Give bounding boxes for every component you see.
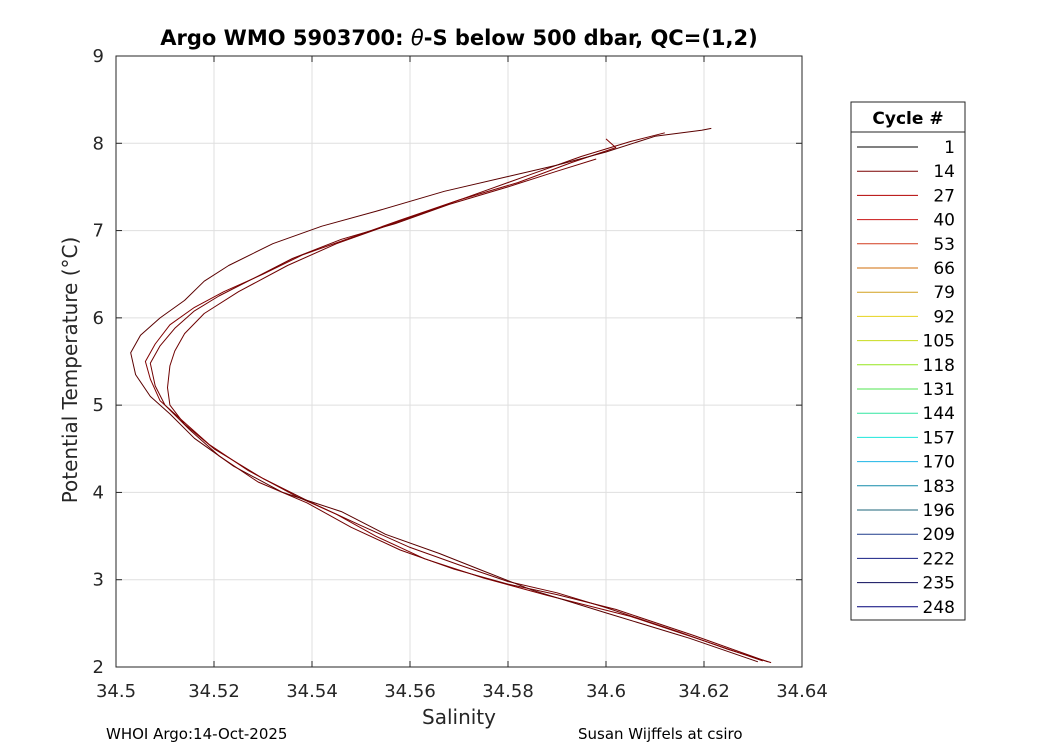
axis-ticks <box>115 55 803 668</box>
legend: Cycle # 1 14 27 40 53 66 79 92 105 118 131 144 157 17… <box>850 101 966 621</box>
legend-entry-label: 27 <box>933 186 955 206</box>
y-axis-label: Potential Temperature (°C) <box>58 236 82 504</box>
legend-entry-label: 118 <box>923 356 955 376</box>
x-tick-label: 34.58 <box>482 681 534 702</box>
axes-box <box>115 55 803 668</box>
series-line-3 <box>130 127 759 663</box>
tick-labels: 34.5 34.52 34.54 34.56 34.58 34.6 34.62 34.64 2 3… <box>93 46 828 702</box>
legend-entry-label: 196 <box>923 501 955 521</box>
title-theta: θ <box>410 26 424 50</box>
legend-entry-label: 1 <box>944 138 955 158</box>
legend-entry-label: 105 <box>923 332 955 352</box>
plot-area <box>116 56 802 667</box>
footer-right: Susan Wijffels at csiro <box>578 725 743 743</box>
legend-entry-label: 248 <box>923 598 955 618</box>
legend-entry-label: 235 <box>923 574 955 594</box>
chart-title: Argo WMO 5903700: θ-S below 500 dbar, QC… <box>116 26 802 50</box>
legend-entry-label: 79 <box>933 283 955 303</box>
x-axis-label: Salinity <box>422 705 496 729</box>
y-tick-label: 5 <box>93 395 104 416</box>
legend-entry-label: 53 <box>933 235 955 255</box>
legend-entry-label: 157 <box>923 428 955 448</box>
legend-entry-label: 222 <box>923 549 955 569</box>
legend-entry-label: 131 <box>923 380 955 400</box>
x-tick-label: 34.52 <box>188 681 240 702</box>
legend-entry-label: 92 <box>933 307 955 327</box>
series-line-2 <box>144 138 763 662</box>
x-tick-label: 34.64 <box>776 681 828 702</box>
y-tick-label: 8 <box>93 133 104 154</box>
x-tick-label: 34.5 <box>96 681 136 702</box>
series-line-4 <box>149 158 768 663</box>
legend-title: Cycle # <box>872 109 943 129</box>
legend-box <box>850 101 966 621</box>
x-tick-label: 34.6 <box>586 681 626 702</box>
x-tick-label: 34.56 <box>384 681 436 702</box>
y-tick-label: 6 <box>93 308 104 329</box>
x-tick-label: 34.62 <box>678 681 730 702</box>
legend-entries: 1 14 27 40 53 66 79 92 105 118 131 144 157 170 183 196 2… <box>857 138 955 618</box>
legend-entry-label: 14 <box>933 162 955 182</box>
title-prefix: Argo WMO 5903700: <box>160 26 411 50</box>
legend-entry-label: 40 <box>933 211 955 231</box>
x-tick-label: 34.54 <box>286 681 338 702</box>
data-series <box>130 127 772 664</box>
y-tick-label: 4 <box>93 482 104 503</box>
legend-entry-label: 144 <box>923 404 955 424</box>
title-suffix: -S below 500 dbar, QC=(1,2) <box>423 26 758 50</box>
legend-entry-label: 66 <box>933 259 955 279</box>
y-tick-label: 7 <box>93 221 104 242</box>
legend-entry-label: 209 <box>923 525 955 545</box>
legend-entry-label: 170 <box>923 453 955 473</box>
y-tick-label: 2 <box>93 657 104 678</box>
y-tick-label: 9 <box>93 46 104 67</box>
grid-lines <box>115 55 803 668</box>
y-tick-label: 3 <box>93 570 104 591</box>
footer-left: WHOI Argo:14-Oct-2025 <box>106 725 288 743</box>
legend-entry-label: 183 <box>923 477 955 497</box>
